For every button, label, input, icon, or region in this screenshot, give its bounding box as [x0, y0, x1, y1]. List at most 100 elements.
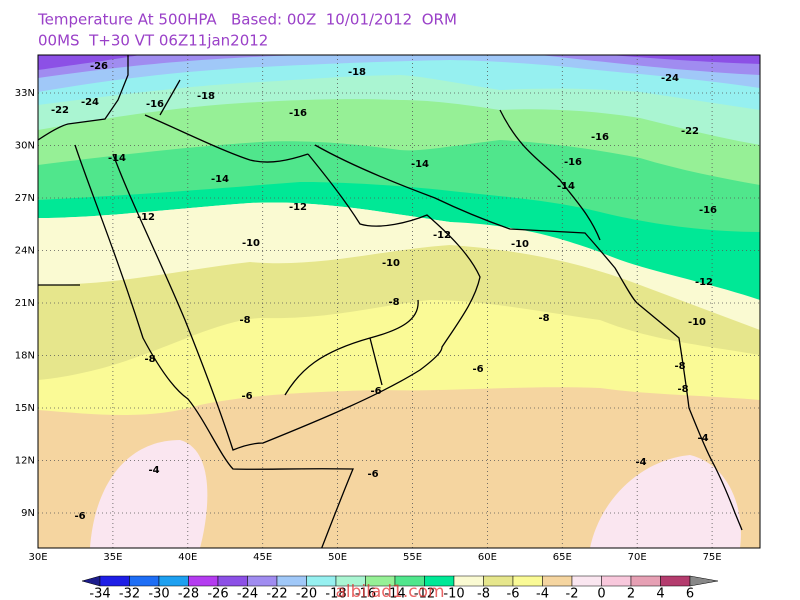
contour-label: -16	[591, 132, 609, 143]
colorbar-box	[660, 575, 691, 587]
lat-label: 9N	[21, 508, 35, 519]
colorbar-label: -8	[477, 587, 490, 600]
coastlines	[38, 55, 743, 548]
border	[38, 79, 601, 396]
lat-label: 27N	[15, 193, 35, 204]
colorbar-end	[689, 575, 719, 587]
colorbar-label: -20	[296, 587, 317, 600]
contour-label: -16	[564, 157, 582, 168]
colorbar: -34 -32 -30 -28 -26 -24 -22 -20 -18 -16 -14 -12 -10-…	[81, 575, 719, 600]
contour-label: -14	[557, 181, 575, 192]
contour-label: -12	[433, 230, 451, 241]
lon-label: 45E	[253, 552, 272, 563]
lat-label: 30N	[15, 141, 35, 152]
contour-label: -8	[388, 297, 399, 308]
colorbar-box	[99, 575, 130, 587]
colorbar-box	[276, 575, 307, 587]
lon-label: 70E	[628, 552, 647, 563]
contour-label: -12	[289, 202, 307, 213]
colorbar-label: -26	[207, 587, 228, 600]
lon-label: 35E	[103, 552, 122, 563]
colorbar-label: -34	[89, 587, 110, 600]
contour-label: -16	[289, 108, 307, 119]
contour-label: -22	[51, 105, 69, 116]
colorbar-box	[630, 575, 661, 587]
contour-label: -10	[242, 238, 260, 249]
lon-label: 30E	[28, 552, 47, 563]
colorbar-label: -22	[266, 587, 287, 600]
lat-label: 12N	[15, 456, 35, 467]
colorbar-box	[129, 575, 160, 587]
colorbar-label: -6	[507, 587, 520, 600]
colorbar-box	[601, 575, 632, 587]
colorbar-box	[453, 575, 484, 587]
contour-label: -24	[81, 97, 99, 108]
lon-label: 50E	[328, 552, 347, 563]
contour-label: -6	[367, 469, 378, 480]
colorbar-label: -18	[325, 587, 346, 600]
colorbar-box	[483, 575, 514, 587]
band	[38, 55, 140, 70]
contour-label: -24	[661, 73, 679, 84]
contour-label: -12	[695, 277, 713, 288]
colorbar-label: 2	[627, 587, 635, 600]
coastline	[112, 153, 481, 451]
contour-label: -10	[382, 258, 400, 269]
colorbar-label: -28	[178, 587, 199, 600]
contour-label: -14	[108, 153, 126, 164]
contour-label: -14	[411, 159, 429, 170]
coastline	[74, 144, 354, 548]
lon-label: 65E	[553, 552, 572, 563]
contour-label: -8	[674, 361, 685, 372]
contour-label: -14	[211, 174, 229, 185]
contour-label: -16	[699, 205, 717, 216]
lat-label: 21N	[15, 298, 35, 309]
lat-label: 24N	[15, 246, 35, 257]
lat-label: 18N	[15, 351, 35, 362]
colorbar-label: -2	[566, 587, 579, 600]
contour-label: -6	[241, 391, 252, 402]
colorbar-label: -12	[414, 587, 435, 600]
contour-label: -4	[148, 465, 159, 476]
graticule	[38, 55, 760, 548]
contour-label: -4	[635, 457, 646, 468]
temperature-field	[38, 55, 760, 548]
colorbar-box	[571, 575, 602, 587]
colorbar-label: -4	[536, 587, 549, 600]
colorbar-label: 6	[686, 587, 694, 600]
coastline	[314, 144, 743, 531]
contour-label: -8	[538, 313, 549, 324]
band	[610, 55, 760, 64]
lon-label: 55E	[403, 552, 422, 563]
contour-label: -18	[348, 67, 366, 78]
colorbar-box	[247, 575, 278, 587]
contour-label: -6	[472, 364, 483, 375]
contour-label: -8	[677, 384, 688, 395]
contour-label: -8	[239, 315, 250, 326]
contour-label: -26	[90, 61, 108, 72]
colorbar-label: 4	[656, 587, 664, 600]
colorbar-box	[512, 575, 543, 587]
lon-label: 60E	[478, 552, 497, 563]
colorbar-box	[217, 575, 248, 587]
colorbar-label: -10	[443, 587, 464, 600]
contour-label: -8	[144, 354, 155, 365]
band	[38, 202, 540, 250]
subtitle-line: 00MS T+30 VT 06Z11jan2012	[38, 32, 268, 50]
contour-label: -22	[681, 126, 699, 137]
contour-label: -6	[370, 386, 381, 397]
watermark: albilad1.com	[335, 582, 444, 600]
lat-label: 33N	[15, 88, 35, 99]
lon-label: 40E	[178, 552, 197, 563]
contour-label: -16	[146, 99, 164, 110]
colorbar-label: 0	[597, 587, 605, 600]
contour-label: -12	[137, 212, 155, 223]
colorbar-label: -30	[148, 587, 169, 600]
contour-label: -6	[74, 511, 85, 522]
colorbar-box	[188, 575, 219, 587]
contour-label: -4	[697, 433, 708, 444]
contour-label: -18	[197, 91, 215, 102]
band	[38, 55, 760, 92]
band	[38, 55, 300, 78]
